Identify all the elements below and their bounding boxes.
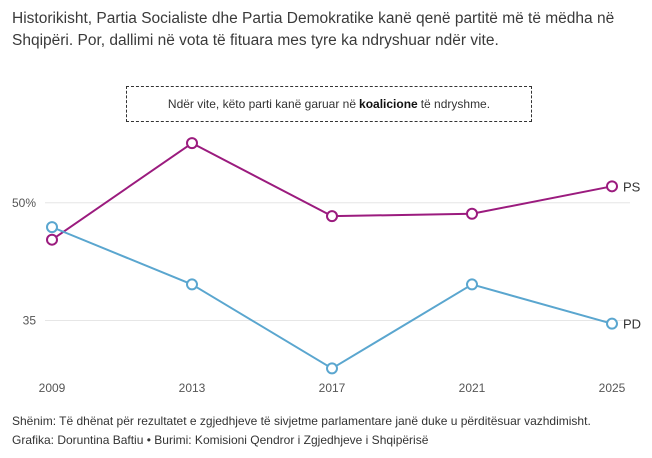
point-PD-2021 [466,278,478,291]
series-label-PS: PS [623,179,641,194]
footer-note: Shënim: Të dhënat për rezultatet e zgjed… [12,414,591,428]
point-PS-2021 [466,207,478,220]
series-line-PD [51,226,613,370]
point-PS-2013 [186,137,198,150]
footer-credit: Grafika: Doruntina Baftiu • Burimi: Komi… [12,433,429,447]
point-PD-2025 [606,317,618,330]
chart-footer: Shënim: Të dhënat për rezultatet e zgjed… [12,412,642,450]
y-tick-label-35: 35 [23,314,37,328]
x-tick-label-2021: 2021 [459,381,486,395]
point-PD-2009 [46,221,58,234]
point-PD-2013 [186,278,198,291]
x-tick-label-2017: 2017 [319,381,346,395]
x-tick-label-2025: 2025 [599,381,626,395]
callout-text-bold: koalicione [359,97,418,111]
y-tick-label-50: 50% [12,196,36,210]
line-chart: 50% 35 2009 2013 2017 2021 2025 PS PD [12,137,641,395]
point-PS-2017 [326,210,338,223]
point-PS-2025 [606,180,618,193]
series-label-PD: PD [623,317,641,332]
x-tick-label-2013: 2013 [179,381,206,395]
coalition-callout: Ndër vite, këto parti kanë garuar në koa… [126,86,532,122]
callout-text-after: të ndryshme. [420,97,491,111]
chart-headline: Historikisht, Partia Socialiste dhe Part… [12,10,615,49]
point-PS-2009 [46,233,58,246]
x-tick-label-2009: 2009 [39,381,66,395]
series-line-PS [51,142,613,241]
callout-text-before: Ndër vite, këto parti kanë garuar në [167,97,357,111]
point-PD-2017 [326,362,338,375]
